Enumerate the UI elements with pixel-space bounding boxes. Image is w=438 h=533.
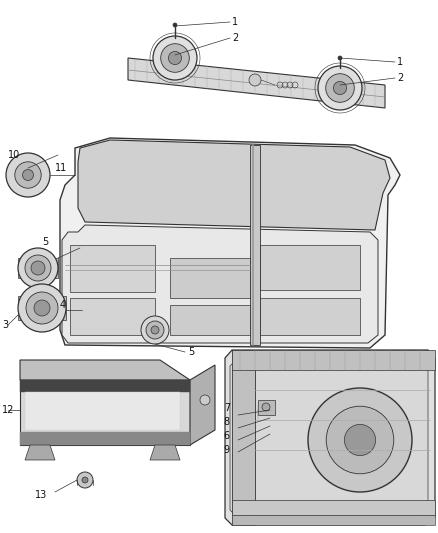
Bar <box>232 515 435 525</box>
Polygon shape <box>232 350 255 525</box>
Text: 2: 2 <box>232 33 238 43</box>
Circle shape <box>18 248 58 288</box>
Polygon shape <box>25 445 55 460</box>
Polygon shape <box>190 365 215 445</box>
Text: 11: 11 <box>55 163 67 173</box>
Circle shape <box>326 406 394 474</box>
Bar <box>25 392 180 430</box>
Polygon shape <box>225 350 435 525</box>
Polygon shape <box>230 358 428 518</box>
Polygon shape <box>20 380 190 445</box>
Bar <box>232 350 435 370</box>
Circle shape <box>168 51 182 64</box>
Circle shape <box>31 261 45 275</box>
Text: 8: 8 <box>224 417 230 427</box>
Polygon shape <box>62 225 378 343</box>
Circle shape <box>34 300 50 316</box>
Polygon shape <box>60 138 400 348</box>
Circle shape <box>18 284 66 332</box>
Circle shape <box>173 23 177 27</box>
Polygon shape <box>260 298 360 335</box>
Text: 9: 9 <box>224 445 230 455</box>
Text: 13: 13 <box>35 490 47 500</box>
Circle shape <box>6 153 50 197</box>
Polygon shape <box>70 298 155 335</box>
Circle shape <box>151 326 159 334</box>
Circle shape <box>161 44 189 72</box>
Polygon shape <box>70 245 155 292</box>
Text: 5: 5 <box>188 347 194 357</box>
Text: 3: 3 <box>2 320 8 330</box>
Circle shape <box>25 255 51 281</box>
Text: 2: 2 <box>397 73 403 83</box>
Circle shape <box>141 316 169 344</box>
Polygon shape <box>170 305 250 335</box>
Text: 7: 7 <box>224 403 230 413</box>
Polygon shape <box>20 360 190 380</box>
Text: 1: 1 <box>397 57 403 67</box>
Circle shape <box>200 395 210 405</box>
Bar <box>20 432 190 445</box>
Polygon shape <box>260 245 360 290</box>
Circle shape <box>326 74 354 102</box>
Circle shape <box>338 56 342 60</box>
Circle shape <box>153 36 197 80</box>
Polygon shape <box>18 296 66 320</box>
Circle shape <box>82 477 88 483</box>
Circle shape <box>318 66 362 110</box>
Text: 4: 4 <box>60 300 66 310</box>
Text: 6: 6 <box>224 431 230 441</box>
Circle shape <box>262 403 270 411</box>
Circle shape <box>77 472 93 488</box>
Text: 5: 5 <box>42 237 48 247</box>
Circle shape <box>15 162 41 188</box>
Polygon shape <box>170 258 250 298</box>
Circle shape <box>308 388 412 492</box>
Bar <box>232 500 435 515</box>
Polygon shape <box>258 400 275 415</box>
Polygon shape <box>78 140 390 230</box>
Polygon shape <box>18 258 58 278</box>
Circle shape <box>344 424 376 456</box>
Circle shape <box>26 292 58 324</box>
Polygon shape <box>128 58 385 108</box>
Text: 10: 10 <box>8 150 20 160</box>
Bar <box>23 171 41 179</box>
Circle shape <box>146 321 164 339</box>
Text: 12: 12 <box>2 405 14 415</box>
Polygon shape <box>250 145 260 345</box>
Polygon shape <box>150 445 180 460</box>
Circle shape <box>22 169 33 181</box>
Bar <box>20 380 190 392</box>
Circle shape <box>333 82 346 94</box>
Text: 1: 1 <box>232 17 238 27</box>
Circle shape <box>249 74 261 86</box>
